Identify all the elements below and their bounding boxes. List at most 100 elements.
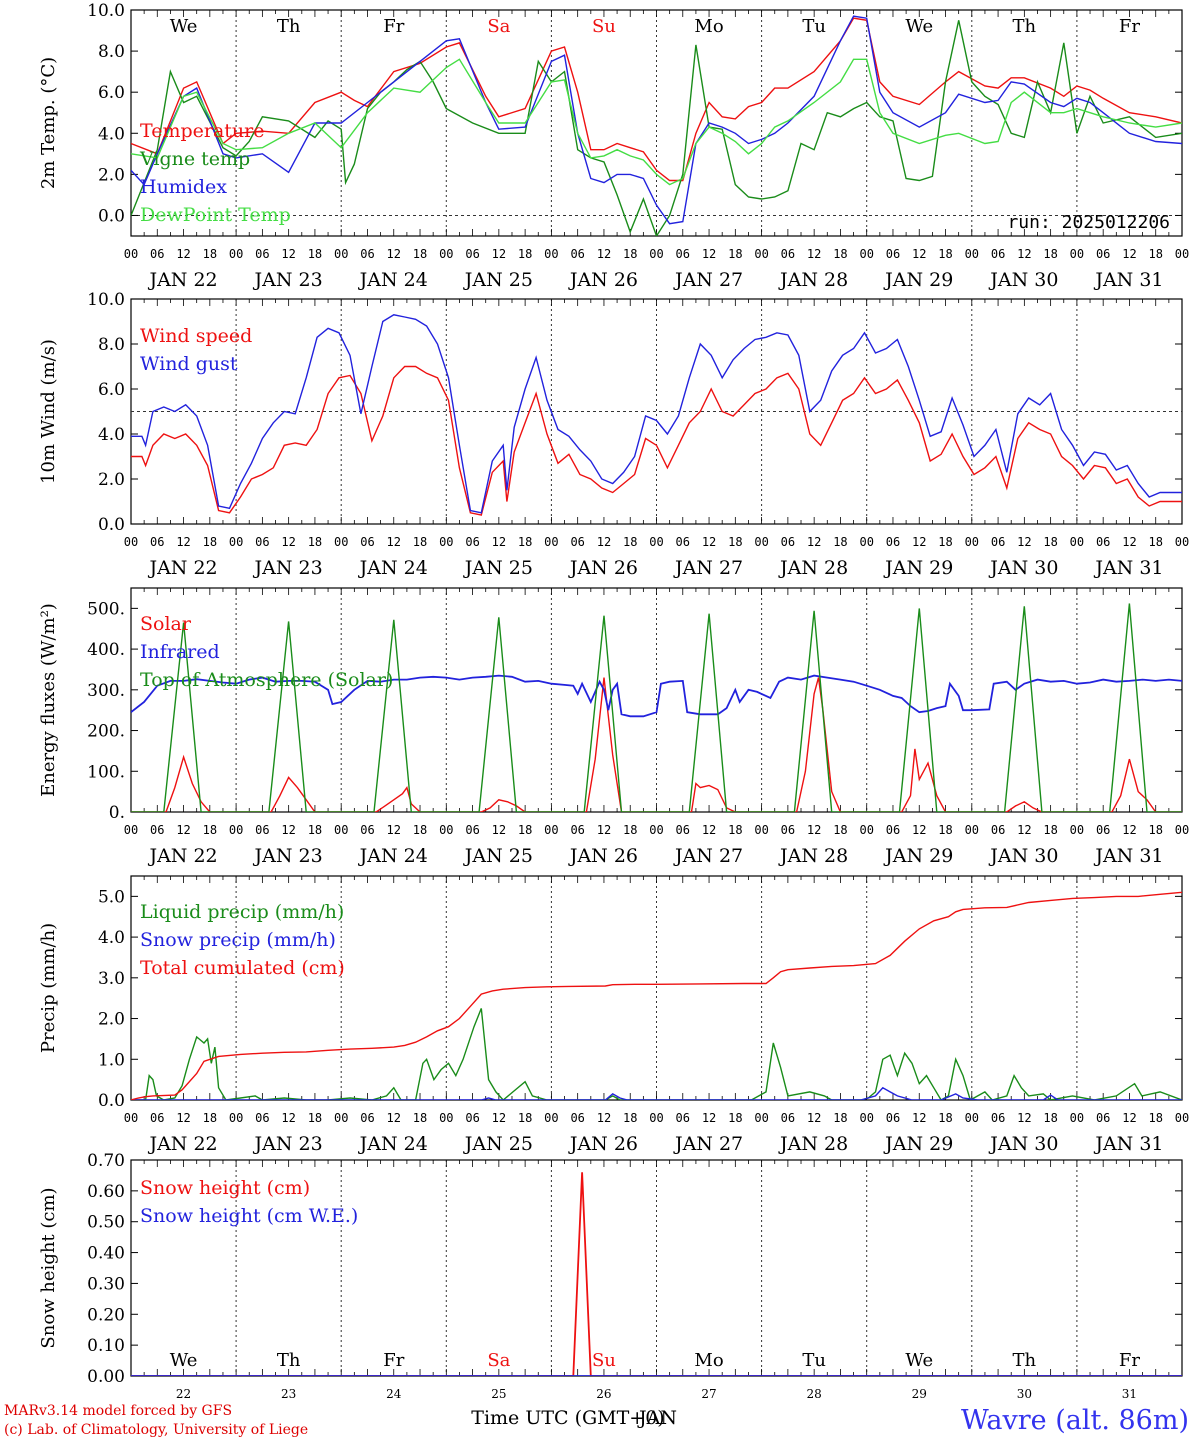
date-label: JAN 22 (147, 269, 217, 291)
hour-tick-label: 00 (1070, 535, 1084, 549)
date-label: JAN 30 (988, 845, 1058, 867)
day-label: We (170, 16, 198, 37)
hour-tick-label: 18 (308, 247, 322, 261)
y-tick-label: 0.0 (98, 1091, 125, 1111)
hour-tick-label: 00 (544, 1111, 558, 1125)
hour-tick-label: 06 (360, 823, 374, 837)
date-label: JAN 24 (358, 845, 428, 867)
hour-tick-label: 06 (255, 1111, 269, 1125)
hour-tick-label: 06 (1096, 1111, 1110, 1125)
hour-tick-label: 12 (912, 1111, 926, 1125)
x-axis-title: Time UTC (GMT+0) (471, 1407, 664, 1429)
hour-tick-label: 18 (518, 1111, 532, 1125)
y-tick-label: 300. (87, 681, 125, 701)
hour-tick-label: 06 (465, 535, 479, 549)
hour-tick-label: 06 (676, 823, 690, 837)
series-line-blue (131, 674, 1182, 718)
hour-tick-label: 06 (886, 535, 900, 549)
date-label: JAN 26 (568, 1133, 638, 1155)
station-label: Wavre (alt. 86m) (961, 1405, 1189, 1436)
date-label: JAN 30 (988, 557, 1058, 579)
hour-tick-label: 00 (1175, 247, 1189, 261)
legend-entry: Total cumulated (cm) (140, 957, 345, 979)
hour-tick-label: 06 (255, 823, 269, 837)
y-axis-label: Energy fluxes (W/m²) (38, 603, 59, 797)
hour-tick-label: 00 (439, 535, 453, 549)
hour-tick-label: 18 (1148, 535, 1162, 549)
hour-tick-label: 06 (360, 247, 374, 261)
hour-tick-label: 06 (676, 1111, 690, 1125)
hour-tick-label: 06 (781, 535, 795, 549)
day-label: Th (1013, 16, 1037, 37)
hour-tick-label: 12 (281, 823, 295, 837)
date-label: JAN 31 (1093, 269, 1163, 291)
series-line-red (131, 891, 1182, 1100)
y-tick-label: 500. (87, 599, 125, 619)
panel-energy: 0. 100. 200. 300. 400. 500. Energy fluxes (W/m… (38, 587, 1189, 867)
y-tick-label: 0.40 (87, 1244, 125, 1264)
hour-tick-label: 12 (1017, 535, 1031, 549)
hour-tick-label: 00 (649, 1111, 663, 1125)
hour-tick-label: 06 (886, 823, 900, 837)
date-label: JAN 30 (988, 269, 1058, 291)
day-number-label: 22 (176, 1387, 191, 1401)
series-line-red (131, 1172, 1182, 1376)
hour-tick-label: 00 (649, 823, 663, 837)
hour-tick-label: 00 (124, 535, 138, 549)
footer: MARv3.14 model forced by GFS (c) Lab. of… (4, 1403, 1189, 1438)
hour-tick-label: 06 (255, 535, 269, 549)
y-tick-label: 10.0 (87, 290, 125, 310)
hour-tick-label: 00 (334, 1111, 348, 1125)
hour-tick-label: 18 (413, 247, 427, 261)
hour-tick-label: 18 (308, 823, 322, 837)
panel-wind: 0.0 2.0 4.0 6.0 8.0 10.0 10m Wind (m/s) 00 06 12 1… (38, 290, 1189, 579)
hour-tick-label: 18 (833, 535, 847, 549)
day-label: Mo (694, 16, 723, 37)
date-label: JAN 26 (568, 557, 638, 579)
hour-tick-label: 18 (623, 247, 637, 261)
day-label: Tu (802, 16, 826, 37)
hour-tick-label: 12 (492, 247, 506, 261)
hour-tick-label: 18 (1148, 247, 1162, 261)
hour-tick-label: 12 (387, 1111, 401, 1125)
run-label: run: 2025012206 (1007, 212, 1170, 233)
hour-tick-label: 00 (965, 247, 979, 261)
hour-tick-label: 12 (807, 1111, 821, 1125)
date-label: JAN 31 (1093, 557, 1163, 579)
date-label: JAN 27 (673, 1133, 743, 1155)
day-label: We (905, 16, 933, 37)
date-label: JAN 24 (358, 269, 428, 291)
hour-tick-label: 06 (1096, 823, 1110, 837)
hour-tick-label: 18 (413, 535, 427, 549)
day-number-label: 30 (1017, 1387, 1032, 1401)
hour-tick-label: 00 (754, 535, 768, 549)
y-tick-label: 3.0 (98, 969, 125, 989)
hour-tick-label: 00 (334, 823, 348, 837)
hour-tick-label: 18 (203, 1111, 217, 1125)
legend-entry: Snow height (cm) (140, 1177, 310, 1199)
hour-tick-label: 00 (754, 823, 768, 837)
hour-tick-label: 06 (150, 535, 164, 549)
day-label: Fr (1119, 16, 1140, 37)
hour-tick-label: 12 (281, 247, 295, 261)
hour-tick-label: 12 (492, 535, 506, 549)
date-label: JAN 29 (883, 1133, 953, 1155)
day-label: Su (592, 1350, 616, 1371)
hour-tick-label: 18 (1043, 247, 1057, 261)
hour-tick-label: 18 (728, 247, 742, 261)
hour-tick-label: 12 (1122, 247, 1136, 261)
hour-tick-label: 18 (623, 1111, 637, 1125)
date-label: JAN 28 (778, 269, 848, 291)
hour-tick-label: 12 (176, 1111, 190, 1125)
hour-tick-label: 06 (570, 535, 584, 549)
y-tick-label: 8.0 (98, 335, 125, 355)
hour-tick-label: 06 (360, 1111, 374, 1125)
date-label: JAN 30 (988, 1133, 1058, 1155)
y-axis-label: Precip (mm/h) (38, 923, 59, 1053)
hour-tick-label: 00 (229, 1111, 243, 1125)
hour-tick-label: 06 (570, 247, 584, 261)
hour-tick-label: 18 (938, 1111, 952, 1125)
hour-tick-label: 12 (912, 535, 926, 549)
series-line-blue (131, 1086, 1182, 1100)
series-line-lightgreen (131, 58, 1182, 186)
